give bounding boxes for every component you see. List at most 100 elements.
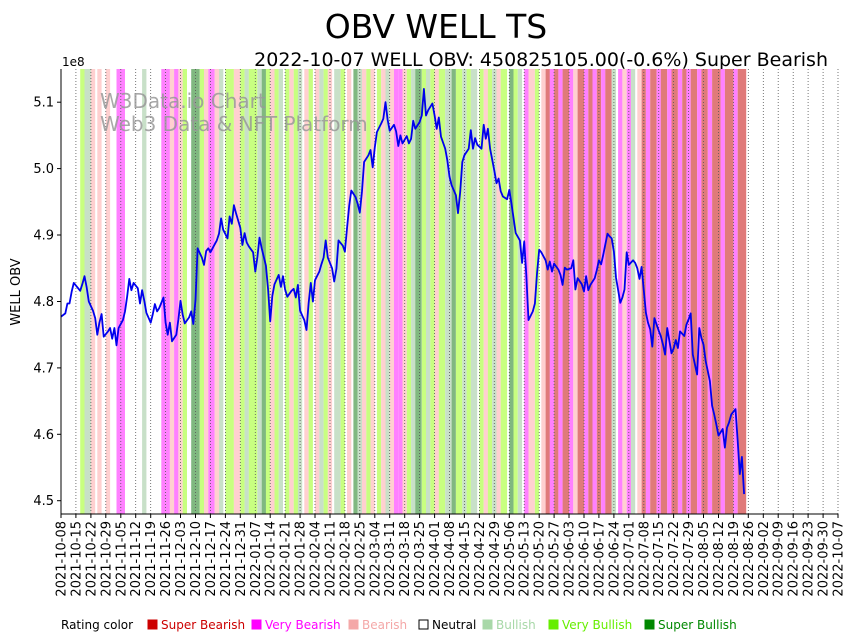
rating-band: [398, 69, 403, 514]
x-tick-label: 2022-01-07: [249, 521, 264, 597]
rating-band: [483, 69, 488, 514]
x-tick-label: 2022-09-16: [787, 521, 802, 597]
rating-band: [304, 69, 309, 514]
legend-title: Rating color: [61, 618, 133, 632]
rating-band: [500, 69, 508, 514]
rating-band: [588, 69, 593, 514]
rating-band: [219, 69, 224, 514]
x-tick-label: 2022-07-08: [637, 521, 652, 597]
rating-band: [605, 69, 612, 514]
x-tick-label: 2022-05-13: [518, 521, 533, 597]
x-tick-label: 2022-02-04: [309, 521, 324, 597]
rating-band: [105, 69, 111, 514]
x-tick-label: 2022-04-29: [488, 521, 503, 597]
x-tick-label: 2022-03-04: [368, 521, 383, 597]
x-tick-label: 2022-08-19: [727, 521, 742, 597]
x-tick-label: 2021-11-26: [159, 521, 174, 597]
watermark: W3Data.io Chart Web3 Data & NFT Platform: [100, 89, 368, 136]
chart-title: OBV WELL TS: [325, 7, 548, 46]
rating-band: [385, 69, 390, 514]
rating-band: [650, 69, 657, 514]
rating-band: [353, 69, 358, 514]
legend-item-label: Very Bearish: [265, 618, 341, 632]
rating-band: [161, 69, 166, 514]
rating-band: [376, 69, 382, 514]
rating-band: [558, 69, 563, 514]
rating-band: [182, 69, 187, 514]
x-tick-label: 2022-02-18: [338, 521, 353, 597]
rating-band: [487, 69, 493, 514]
legend-swatch: [348, 619, 359, 630]
legend-swatch: [644, 619, 655, 630]
y-tick-label: 4.6: [33, 428, 54, 443]
x-tick-label: 2022-06-17: [592, 521, 607, 597]
rating-band: [199, 69, 205, 514]
x-tick-label: 2021-10-08: [55, 521, 70, 597]
rating-band: [319, 69, 324, 514]
x-ticks: 2021-10-08 2021-10-15 2021-10-22 2021-10-29…: [55, 514, 847, 597]
x-tick-label: 2022-08-26: [742, 521, 757, 597]
x-tick-label: 2021-10-15: [69, 521, 84, 597]
rating-band: [660, 69, 668, 514]
rating-band: [244, 69, 249, 514]
legend-swatch: [418, 619, 429, 630]
rating-band: [479, 69, 484, 514]
rating-band: [438, 69, 446, 514]
rating-band: [340, 69, 345, 514]
rating-band: [630, 69, 636, 514]
rating-band: [549, 69, 555, 514]
x-tick-label: 2022-04-22: [473, 521, 488, 597]
x-tick-label: 2022-07-29: [682, 521, 697, 597]
rating-band: [257, 69, 262, 514]
rating-band: [370, 69, 375, 514]
x-tick-label: 2022-09-23: [802, 521, 817, 597]
legend-swatch: [147, 619, 158, 630]
rating-band: [601, 69, 606, 514]
rating-band: [214, 69, 219, 514]
x-tick-label: 2022-01-21: [279, 521, 294, 597]
x-tick-label: 2022-04-15: [458, 521, 473, 597]
y-scale-label: 1e8: [62, 55, 85, 69]
rating-band: [573, 69, 578, 514]
rating-band: [248, 69, 258, 514]
rating-band: [513, 69, 518, 514]
x-tick-label: 2022-08-12: [712, 521, 727, 597]
x-tick-label: 2022-03-11: [383, 521, 398, 597]
rating-band: [701, 69, 708, 514]
rating-band: [334, 69, 341, 514]
rating-band: [285, 69, 290, 514]
rating-band: [569, 69, 574, 514]
legend-item-label: Neutral: [432, 618, 476, 632]
rating-band: [528, 69, 535, 514]
rating-band: [517, 69, 523, 514]
x-tick-label: 2022-01-28: [294, 521, 309, 597]
rating-band: [470, 69, 478, 514]
rating-band: [240, 69, 245, 514]
series-layer: [60, 88, 745, 495]
x-tick-label: 2021-11-05: [114, 521, 129, 597]
rating-band: [293, 69, 298, 514]
rating-band: [394, 69, 399, 514]
obv-series-line: [60, 88, 745, 495]
legend-swatch: [548, 619, 559, 630]
rating-band: [415, 69, 422, 514]
rating-band: [562, 69, 569, 514]
rating-band: [142, 69, 147, 514]
x-tick-label: 2022-10-07: [832, 521, 847, 597]
rating-band: [707, 69, 713, 514]
x-tick-label: 2021-10-22: [84, 521, 99, 597]
y-tick-label: 4.5: [33, 494, 54, 509]
rating-band: [466, 69, 471, 514]
rating-band: [225, 69, 234, 514]
rating-band: [204, 69, 209, 514]
x-tick-label: 2021-12-17: [204, 521, 219, 597]
rating-band: [434, 69, 439, 514]
x-tick-label: 2022-02-11: [324, 521, 339, 597]
x-tick-label: 2022-08-05: [697, 521, 712, 597]
x-tick-label: 2022-07-01: [622, 521, 637, 597]
rating-band: [430, 69, 435, 514]
rating-band: [545, 69, 550, 514]
rating-band: [90, 69, 96, 514]
legend-swatch: [482, 619, 493, 630]
x-tick-label: 2021-12-03: [174, 521, 189, 597]
